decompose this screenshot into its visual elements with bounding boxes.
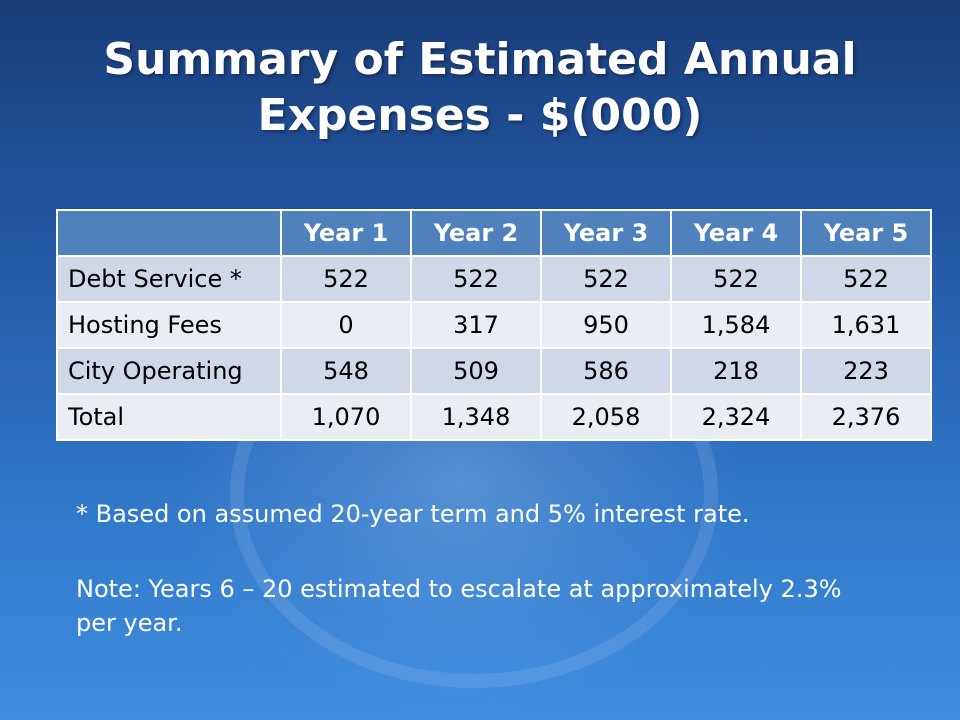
row-label: Debt Service * [56,255,282,303]
header-year-3: Year 3 [540,209,672,257]
table-cell: 509 [410,347,542,395]
table-cell: 2,058 [540,393,672,441]
escalation-note: Note: Years 6 – 20 estimated to escalate… [76,575,842,637]
table-cell: 1,584 [670,301,802,349]
header-cell-blank [56,209,282,257]
title-line-2: Expenses - $(000) [257,90,703,141]
header-year-1: Year 1 [280,209,412,257]
table-cell: 950 [540,301,672,349]
table-cell: 522 [280,255,412,303]
table-cell: 522 [540,255,672,303]
table-row-total: Total 1,070 1,348 2,058 2,324 2,376 [56,393,932,441]
table-cell: 2,376 [800,393,932,441]
expense-summary-table: Year 1 Year 2 Year 3 Year 4 Year 5 Debt … [56,209,932,441]
table-cell: 522 [410,255,542,303]
row-label: Hosting Fees [56,301,282,349]
table-cell: 1,631 [800,301,932,349]
table-cell: 0 [280,301,412,349]
row-label: City Operating [56,347,282,395]
row-label: Total [56,393,282,441]
header-year-2: Year 2 [410,209,542,257]
table-cell: 317 [410,301,542,349]
table-cell: 218 [670,347,802,395]
footnote-text: * Based on assumed 20-year term and 5% i… [76,500,750,528]
table-cell: 223 [800,347,932,395]
table-cell: 1,070 [280,393,412,441]
table-cell: 548 [280,347,412,395]
table-cell: 522 [670,255,802,303]
header-year-4: Year 4 [670,209,802,257]
table-cell: 2,324 [670,393,802,441]
slide-title: Summary of Estimated Annual Expenses - $… [0,32,960,144]
header-year-5: Year 5 [800,209,932,257]
table-cell: 586 [540,347,672,395]
table-cell: 522 [800,255,932,303]
table-row-hosting-fees: Hosting Fees 0 317 950 1,584 1,631 [56,301,932,349]
table-header-row: Year 1 Year 2 Year 3 Year 4 Year 5 [56,209,932,257]
table-row-debt-service: Debt Service * 522 522 522 522 522 [56,255,932,303]
title-line-1: Summary of Estimated Annual [103,34,857,85]
table-row-city-operating: City Operating 548 509 586 218 223 [56,347,932,395]
table-cell: 1,348 [410,393,542,441]
